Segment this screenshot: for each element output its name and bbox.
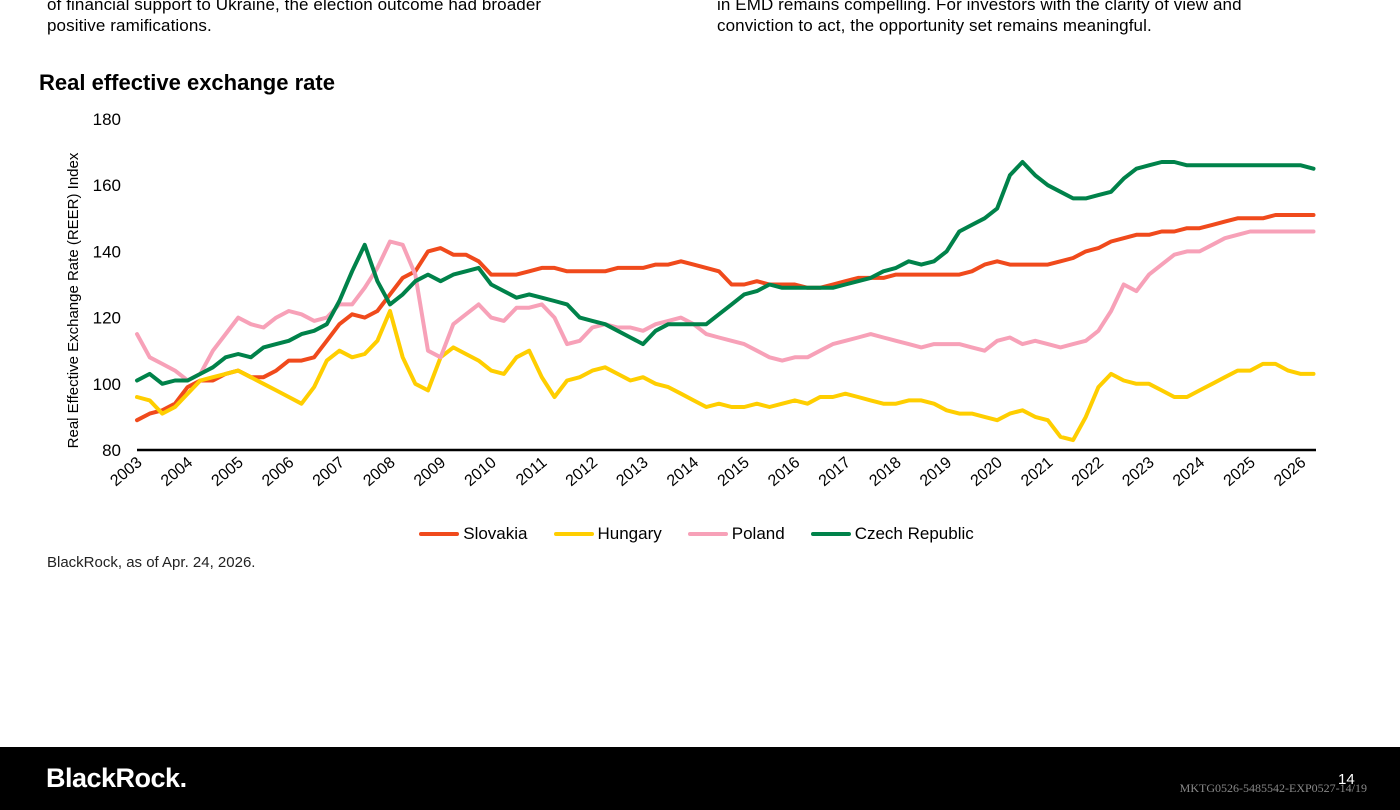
x-tick-label: 2020 [968,454,1006,490]
right-column-line: conviction to act, the opportunity set r… [717,16,1152,35]
x-tick-label: 2004 [158,454,196,490]
x-tick-label: 2015 [715,454,753,490]
left-column-text: of financial support to Ukraine, the ele… [47,0,647,36]
chart-title: Real effective exchange rate [39,70,335,95]
x-tick-label: 2010 [462,454,500,490]
x-tick-label: 2018 [866,454,904,490]
y-tick-label: 120 [93,309,121,328]
legend-item: Czech Republic [810,524,974,544]
page-number: 14 [1338,771,1355,788]
source-note: BlackRock, as of Apr. 24, 2026. [47,554,256,571]
legend-swatch [553,532,594,536]
y-tick-label: 180 [93,110,121,129]
y-tick-label: 80 [102,441,121,460]
legend-label: Poland [731,524,785,543]
legend-label: Hungary [597,524,662,543]
series-line-czech-republic [135,160,1316,386]
legend-item: Slovakia [419,524,528,544]
left-column-line: of financial support to Ukraine, the ele… [47,0,542,14]
series-line-slovakia [135,213,1316,423]
x-tick-label: 2006 [259,454,297,490]
x-tick-label: 2016 [765,454,803,490]
y-tick-label: 140 [93,242,121,261]
x-tick-label: 2011 [513,454,550,489]
right-column-line: in EMD remains compelling. For investors… [717,0,1242,14]
x-tick-label: 2023 [1119,454,1157,490]
x-tick-label: 2024 [1170,454,1208,490]
left-column-line: positive ramifications. [47,16,212,35]
x-tick-label: 2012 [563,454,601,490]
x-tick-label: 2013 [613,454,651,490]
series-line-hungary [135,309,1316,443]
blackrock-logo: BlackRock. [46,763,187,793]
x-tick-label: 2022 [1069,454,1107,490]
reer-line-chart: Real Effective Exchange Rate (REER) Inde… [65,110,1316,490]
y-tick-label: 100 [93,375,121,394]
legend-label: Slovakia [463,524,528,543]
legend-swatch [810,532,851,536]
x-tick-label: 2007 [310,454,348,490]
chart-legend: Slovakia Hungary Poland Czech Republic [0,524,1393,544]
legend-item: Poland [687,524,785,544]
x-tick-label: 2008 [360,454,398,490]
legend-item: Hungary [553,524,662,544]
x-tick-label: 2026 [1271,454,1309,490]
x-tick-label: 2017 [816,454,854,490]
document-code: MKTG0526-5485542-EXP0527-14/19 [1179,781,1367,795]
x-tick-label: 2014 [664,454,702,490]
legend-swatch [419,532,460,536]
right-column-text: in EMD remains compelling. For investors… [717,0,1337,36]
x-tick-label: 2025 [1221,454,1259,490]
legend-label: Czech Republic [854,524,974,543]
page-footer: BlackRock. 14 MKTG0526-5485542-EXP0527-1… [0,747,1400,810]
y-axis-label: Real Effective Exchange Rate (REER) Inde… [65,152,82,448]
x-tick-label: 2019 [917,454,955,490]
legend-swatch [687,532,728,536]
x-tick-label: 2005 [209,454,247,490]
x-tick-label: 2021 [1018,454,1056,490]
x-tick-label: 2009 [411,454,449,490]
y-tick-label: 160 [93,176,121,195]
